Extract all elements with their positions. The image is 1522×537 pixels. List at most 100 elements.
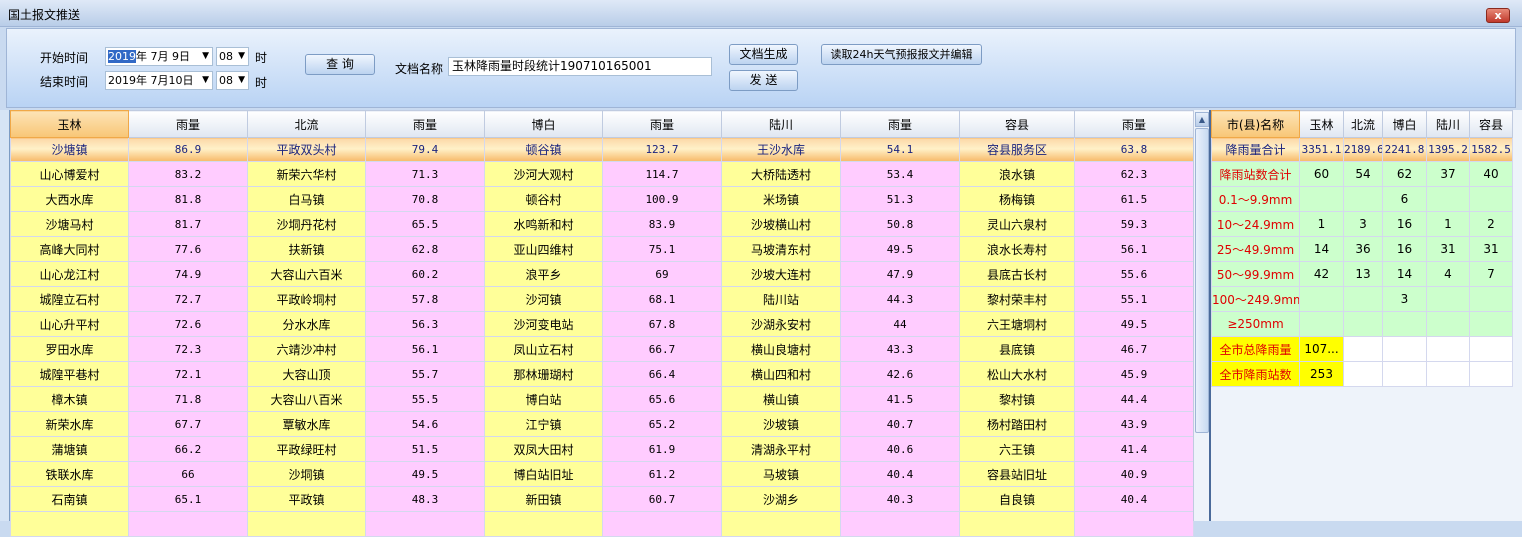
station-cell[interactable]: 浪水长寿村 [959, 236, 1075, 262]
station-cell[interactable]: 大容山顶 [247, 361, 366, 387]
send-button[interactable]: 发 送 [729, 70, 798, 91]
station-cell[interactable] [247, 511, 366, 537]
summary-row[interactable]: 50～99.9mm 42 13 14 4 7 [1211, 261, 1513, 287]
count-cell[interactable]: 16 [1382, 236, 1427, 262]
station-cell[interactable]: 黎村荣丰村 [959, 286, 1075, 312]
rainfall-cell[interactable]: 61.5 [1074, 186, 1194, 212]
station-cell[interactable]: 铁联水库 [10, 461, 129, 487]
count-cell[interactable] [1426, 311, 1470, 337]
column-header[interactable]: 雨量 [128, 110, 248, 138]
row-label[interactable]: 10～24.9mm [1211, 211, 1300, 237]
station-cell[interactable]: 清湖永平村 [721, 436, 841, 462]
total-rainfall-row[interactable]: 降雨量合计 3351.1 2189.6 2241.8 1395.2 1582.5 [1211, 137, 1513, 162]
station-cell[interactable]: 陆川站 [721, 286, 841, 312]
rainfall-cell[interactable]: 75.1 [602, 236, 722, 262]
rainfall-cell[interactable]: 55.5 [365, 386, 485, 412]
station-cell[interactable]: 高峰大同村 [10, 236, 129, 262]
row-label[interactable]: 全市降雨站数 [1211, 361, 1300, 387]
rainfall-cell[interactable]: 66.7 [602, 336, 722, 362]
row-label[interactable]: 降雨站数合计 [1211, 161, 1300, 187]
station-cell[interactable]: 马坡镇 [721, 461, 841, 487]
station-cell[interactable]: 新荣水库 [10, 411, 129, 437]
station-cell[interactable]: 横山镇 [721, 386, 841, 412]
column-header[interactable]: 雨量 [840, 110, 960, 138]
column-header[interactable]: 博白 [484, 110, 603, 138]
row-label[interactable]: 50～99.9mm [1211, 261, 1300, 287]
station-cell[interactable]: 双凤大田村 [484, 436, 603, 462]
table-row[interactable]: 新荣水库 67.7 覃敏水库 54.6 江宁镇 65.2 沙坡镇 40.7 杨村踏田村 43.9 [10, 411, 1194, 437]
count-cell[interactable]: 14 [1382, 261, 1427, 287]
count-cell[interactable]: 60 [1299, 161, 1344, 187]
query-button[interactable]: 查 询 [305, 54, 375, 75]
station-cell[interactable]: 城隍立石村 [10, 286, 129, 312]
rainfall-cell[interactable]: 66.2 [128, 436, 248, 462]
rainfall-cell[interactable]: 49.5 [365, 461, 485, 487]
table-row[interactable]: 石南镇 65.1 平政镇 48.3 新田镇 60.7 沙湖乡 40.3 自良镇 40.4 [10, 486, 1194, 512]
station-cell[interactable]: 横山良塘村 [721, 336, 841, 362]
station-cell[interactable] [959, 511, 1075, 537]
city-summary-row[interactable]: 全市降雨站数 253 [1211, 361, 1513, 387]
station-cell[interactable]: 米场镇 [721, 186, 841, 212]
table-row[interactable]: 城隍立石村 72.7 平政岭垌村 57.8 沙河镇 68.1 陆川站 44.3 黎村荣丰村 55.… [10, 286, 1194, 312]
station-cell[interactable]: 平政岭垌村 [247, 286, 366, 312]
rainfall-cell[interactable]: 65.6 [602, 386, 722, 412]
station-cell[interactable] [10, 511, 129, 537]
scroll-up-arrow-icon[interactable]: ▲ [1195, 112, 1209, 127]
station-cell[interactable]: 博白站 [484, 386, 603, 412]
column-header[interactable]: 容县 [1469, 110, 1513, 138]
table-row[interactable]: 蒲塘镇 66.2 平政绿旺村 51.5 双凤大田村 61.9 清湖永平村 40.6 六王镇 41.… [10, 436, 1194, 462]
rainfall-cell[interactable]: 55.1 [1074, 286, 1194, 312]
summary-row[interactable]: 25～49.9mm 14 36 16 31 31 [1211, 236, 1513, 262]
count-cell[interactable] [1469, 186, 1513, 212]
rainfall-cell[interactable]: 72.3 [128, 336, 248, 362]
station-cell[interactable]: 浪水镇 [959, 161, 1075, 187]
table-row[interactable]: 山心龙江村 74.9 大容山六百米 60.2 浪平乡 69 沙坡大连村 47.9 县底古长村 55… [10, 261, 1194, 287]
column-header[interactable]: 北流 [247, 110, 366, 138]
station-cell[interactable]: 亚山四维村 [484, 236, 603, 262]
count-cell[interactable] [1299, 186, 1344, 212]
station-cell[interactable]: 松山大水村 [959, 361, 1075, 387]
station-cell[interactable]: 蒲塘镇 [10, 436, 129, 462]
rainfall-cell[interactable]: 60.2 [365, 261, 485, 287]
rainfall-cell[interactable] [840, 511, 960, 537]
station-cell[interactable]: 平政绿旺村 [247, 436, 366, 462]
rainfall-cell[interactable]: 86.9 [128, 137, 248, 162]
station-cell[interactable]: 樟木镇 [10, 386, 129, 412]
station-cell[interactable]: 杨村踏田村 [959, 411, 1075, 437]
total-value[interactable]: 3351.1 [1299, 137, 1344, 162]
summary-row[interactable]: ≥250mm [1211, 311, 1513, 337]
rainfall-cell[interactable]: 67.7 [128, 411, 248, 437]
station-cell[interactable]: 自良镇 [959, 486, 1075, 512]
station-cell[interactable]: 沙塘镇 [10, 137, 129, 162]
rainfall-cell[interactable]: 48.3 [365, 486, 485, 512]
rainfall-cell[interactable]: 47.9 [840, 261, 960, 287]
rainfall-cell[interactable]: 62.8 [365, 236, 485, 262]
rainfall-cell[interactable]: 70.8 [365, 186, 485, 212]
rainfall-cell[interactable]: 40.4 [840, 461, 960, 487]
column-header[interactable]: 玉林 [10, 110, 129, 138]
summary-row[interactable]: 100～249.9mm 3 [1211, 286, 1513, 312]
column-header[interactable]: 玉林 [1299, 110, 1344, 138]
column-header[interactable]: 陆川 [1426, 110, 1470, 138]
rainfall-cell[interactable]: 40.7 [840, 411, 960, 437]
count-cell[interactable] [1299, 311, 1344, 337]
rainfall-cell[interactable]: 56.1 [1074, 236, 1194, 262]
station-cell[interactable]: 山心博爱村 [10, 161, 129, 187]
count-cell[interactable]: 31 [1469, 236, 1513, 262]
row-label[interactable]: 25～49.9mm [1211, 236, 1300, 262]
station-cell[interactable]: 沙河变电站 [484, 311, 603, 337]
count-cell[interactable]: 37 [1426, 161, 1470, 187]
summary-row[interactable]: 10～24.9mm 1 3 16 1 2 [1211, 211, 1513, 237]
count-cell[interactable] [1382, 311, 1427, 337]
count-cell[interactable] [1426, 186, 1470, 212]
station-cell[interactable]: 白马镇 [247, 186, 366, 212]
count-cell[interactable]: 3 [1382, 286, 1427, 312]
rainfall-cell[interactable]: 51.3 [840, 186, 960, 212]
city-value[interactable]: 107... [1299, 336, 1344, 362]
read-forecast-button[interactable]: 读取24h天气预报报文并编辑 [821, 44, 982, 65]
count-cell[interactable]: 3 [1343, 211, 1383, 237]
count-cell[interactable] [1469, 286, 1513, 312]
station-cell[interactable]: 王沙水库 [721, 137, 841, 162]
end-hour-select[interactable]: 08 ▼ [216, 71, 249, 90]
station-cell[interactable]: 沙坡镇 [721, 411, 841, 437]
